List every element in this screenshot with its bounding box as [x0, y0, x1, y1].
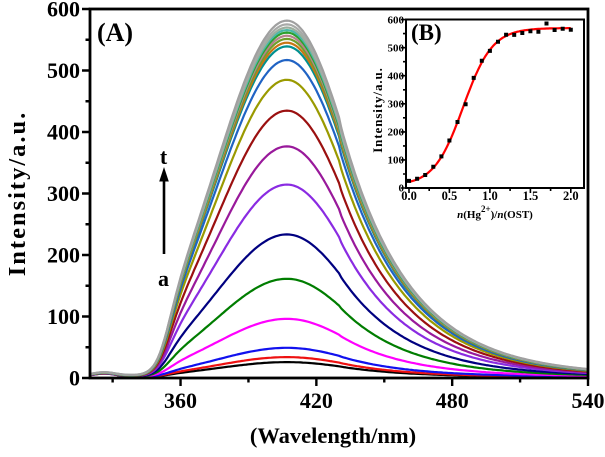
- svg-text:500: 500: [388, 42, 405, 54]
- svg-text:540: 540: [572, 388, 605, 413]
- svg-text:420: 420: [300, 388, 333, 413]
- svg-text:600: 600: [47, 0, 80, 22]
- svg-text:200: 200: [388, 127, 405, 139]
- svg-text:Intensity/a.u.: Intensity/a.u.: [370, 67, 385, 153]
- svg-text:400: 400: [47, 120, 80, 145]
- svg-text:0: 0: [69, 366, 80, 391]
- svg-text:0.0: 0.0: [401, 189, 417, 203]
- svg-text:300: 300: [47, 181, 80, 206]
- svg-text:100: 100: [47, 304, 80, 329]
- svg-text:(B): (B): [411, 20, 442, 45]
- svg-text:0.5: 0.5: [442, 189, 458, 203]
- svg-text:1.0: 1.0: [482, 189, 498, 203]
- svg-text:Intensity/a.u.: Intensity/a.u.: [4, 111, 31, 277]
- svg-text:300: 300: [388, 99, 405, 111]
- svg-text:600: 600: [388, 14, 405, 26]
- svg-text:n(Hg2+)/n(OST): n(Hg2+)/n(OST): [457, 204, 533, 221]
- svg-text:0: 0: [399, 183, 405, 195]
- svg-text:500: 500: [47, 58, 80, 83]
- svg-text:(Wavelength/nm): (Wavelength/nm): [250, 423, 416, 448]
- svg-text:100: 100: [388, 155, 405, 167]
- svg-text:1.5: 1.5: [523, 189, 539, 203]
- svg-text:480: 480: [436, 388, 469, 413]
- svg-text:t: t: [160, 144, 168, 169]
- svg-text:a: a: [158, 266, 169, 291]
- svg-text:(A): (A): [97, 18, 133, 47]
- svg-text:360: 360: [164, 388, 197, 413]
- svg-text:400: 400: [388, 70, 405, 82]
- svg-text:2.0: 2.0: [563, 189, 579, 203]
- svg-text:200: 200: [47, 243, 80, 268]
